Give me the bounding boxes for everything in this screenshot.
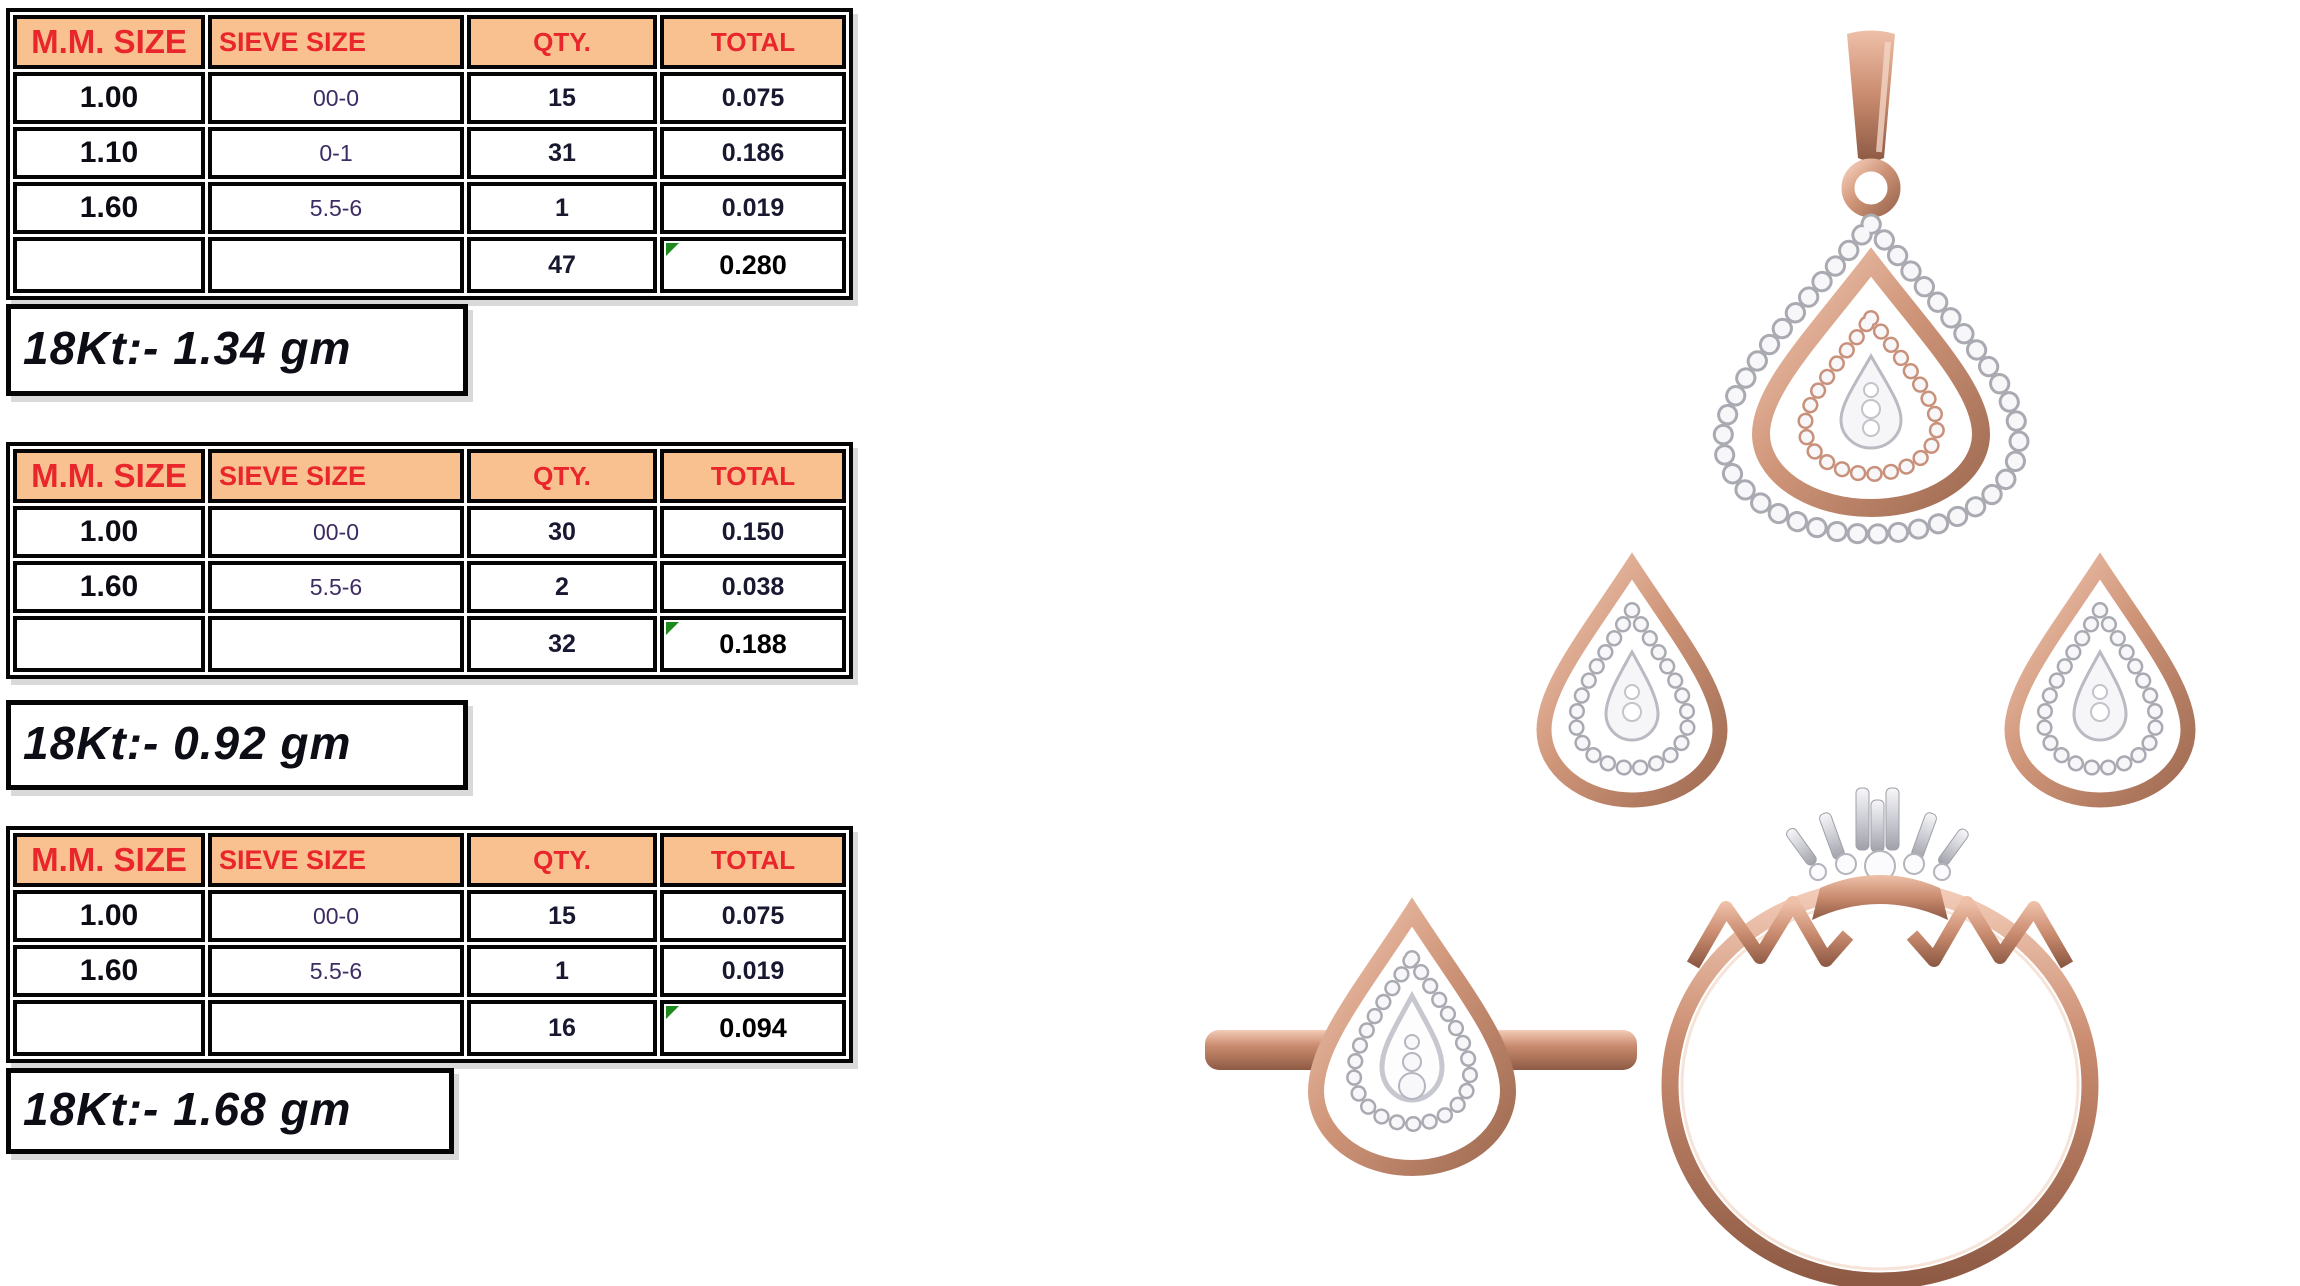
- diamond-spec-table-3: M.M. SIZE SIEVE SIZE QTY. TOTAL 1.00 00-…: [6, 826, 853, 1063]
- earring-right-render: [2004, 552, 2196, 808]
- gold-weight-label: 18Kt:- 0.92 gm: [23, 717, 352, 769]
- header-mm-size: M.M. SIZE: [13, 833, 205, 887]
- cell-total-sum: 0.094: [660, 1000, 846, 1056]
- gold-weight-box-2: 18Kt:- 0.92 gm: [6, 700, 468, 790]
- cell-total: 0.019: [660, 945, 846, 997]
- cell-mm: 1.10: [13, 127, 205, 179]
- gold-weight-box-3: 18Kt:- 1.68 gm: [6, 1068, 454, 1154]
- header-total: TOTAL: [660, 833, 846, 887]
- cell-empty: [208, 616, 464, 672]
- ring-top-view-render: [1205, 897, 1637, 1176]
- earring-diamond-halo: [2035, 594, 2165, 776]
- cell-empty: [208, 237, 464, 293]
- gold-weight-label: 18Kt:- 1.68 gm: [23, 1083, 352, 1135]
- earring-left-render: [1536, 552, 1728, 808]
- header-qty: QTY.: [467, 15, 657, 69]
- cell-total: 0.150: [660, 506, 846, 558]
- cell-empty: [13, 616, 205, 672]
- cell-sieve: 00-0: [208, 890, 464, 942]
- cell-mm: 1.60: [13, 945, 205, 997]
- header-row: M.M. SIZE SIEVE SIZE QTY. TOTAL: [13, 15, 846, 69]
- jewelry-set-render: [1205, 30, 2196, 1286]
- ring-center-stone: [1379, 990, 1445, 1103]
- table-row: 1.00 00-0 15 0.075: [13, 890, 846, 942]
- ring-shoulder-right: [1906, 896, 2074, 969]
- diamond-spec-table-2: M.M. SIZE SIEVE SIZE QTY. TOTAL 1.00 00-…: [6, 442, 853, 679]
- cell-mm: 1.00: [13, 890, 205, 942]
- ring-front-view-render: [1661, 787, 2099, 1286]
- earring-center-stone: [2072, 648, 2128, 742]
- cell-sieve: 5.5-6: [208, 182, 464, 234]
- header-row: M.M. SIZE SIEVE SIZE QTY. TOTAL: [13, 449, 846, 503]
- cell-empty: [13, 1000, 205, 1056]
- table-row: 1.60 5.5-6 2 0.038: [13, 561, 846, 613]
- cell-total: 0.075: [660, 72, 846, 124]
- ring-shoulder-left: [1686, 896, 1854, 969]
- header-qty: QTY.: [467, 449, 657, 503]
- ring-band: [1661, 880, 2099, 1286]
- table-row: 1.60 5.5-6 1 0.019: [13, 945, 846, 997]
- cell-total: 0.019: [660, 182, 846, 234]
- cell-sieve: 00-0: [208, 72, 464, 124]
- cell-qty: 31: [467, 127, 657, 179]
- pendant-center-stone: [1839, 352, 1903, 450]
- cell-qty-sum: 16: [467, 1000, 657, 1056]
- ring-crown: [1786, 787, 1969, 920]
- earring-gold-teardrop: [2004, 552, 2196, 808]
- cell-total: 0.075: [660, 890, 846, 942]
- cell-total-sum: 0.280: [660, 237, 846, 293]
- sum-row: 47 0.280: [13, 237, 846, 293]
- gold-weight-box-1: 18Kt:- 1.34 gm: [6, 304, 468, 396]
- cell-mm: 1.60: [13, 561, 205, 613]
- pendant-loop: [1841, 158, 1901, 218]
- cell-qty-sum: 47: [467, 237, 657, 293]
- header-sieve-size: SIEVE SIZE: [208, 833, 464, 887]
- header-mm-size: M.M. SIZE: [13, 449, 205, 503]
- table-row: 1.00 00-0 30 0.150: [13, 506, 846, 558]
- header-sieve-size: SIEVE SIZE: [208, 15, 464, 69]
- cell-total: 0.038: [660, 561, 846, 613]
- pendant-render: [1712, 30, 2030, 545]
- earring-gold-teardrop: [1536, 552, 1728, 808]
- table-row: 1.60 5.5-6 1 0.019: [13, 182, 846, 234]
- cell-qty: 2: [467, 561, 657, 613]
- cell-qty-sum: 32: [467, 616, 657, 672]
- sum-row: 16 0.094: [13, 1000, 846, 1056]
- header-row: M.M. SIZE SIEVE SIZE QTY. TOTAL: [13, 833, 846, 887]
- header-total: TOTAL: [660, 449, 846, 503]
- cell-mm: 1.00: [13, 506, 205, 558]
- cell-mm: 1.60: [13, 182, 205, 234]
- pendant-gold-teardrop: [1751, 247, 1991, 517]
- cell-sieve: 5.5-6: [208, 945, 464, 997]
- cell-qty: 30: [467, 506, 657, 558]
- header-total: TOTAL: [660, 15, 846, 69]
- cell-total-sum: 0.188: [660, 616, 846, 672]
- table-row: 1.10 0-1 31 0.186: [13, 127, 846, 179]
- table-row: 1.00 00-0 15 0.075: [13, 72, 846, 124]
- cell-sieve: 5.5-6: [208, 561, 464, 613]
- pendant-inner-diamond-halo: [1796, 304, 1946, 482]
- cell-empty: [208, 1000, 464, 1056]
- cell-qty: 1: [467, 945, 657, 997]
- pendant-outer-diamond-halo: [1712, 207, 2030, 545]
- cell-total: 0.186: [660, 127, 846, 179]
- header-sieve-size: SIEVE SIZE: [208, 449, 464, 503]
- cell-qty: 15: [467, 72, 657, 124]
- diamond-spec-table-1: M.M. SIZE SIEVE SIZE QTY. TOTAL 1.00 00-…: [6, 8, 853, 300]
- cell-sieve: 00-0: [208, 506, 464, 558]
- cell-qty: 15: [467, 890, 657, 942]
- cell-empty: [13, 237, 205, 293]
- earring-center-stone: [1604, 648, 1660, 742]
- cell-sieve: 0-1: [208, 127, 464, 179]
- cell-mm: 1.00: [13, 72, 205, 124]
- header-qty: QTY.: [467, 833, 657, 887]
- cell-qty: 1: [467, 182, 657, 234]
- header-mm-size: M.M. SIZE: [13, 15, 205, 69]
- earring-diamond-halo: [1567, 594, 1697, 776]
- ring-diamond-halo: [1345, 943, 1479, 1132]
- sum-row: 32 0.188: [13, 616, 846, 672]
- gold-weight-label: 18Kt:- 1.34 gm: [23, 322, 352, 374]
